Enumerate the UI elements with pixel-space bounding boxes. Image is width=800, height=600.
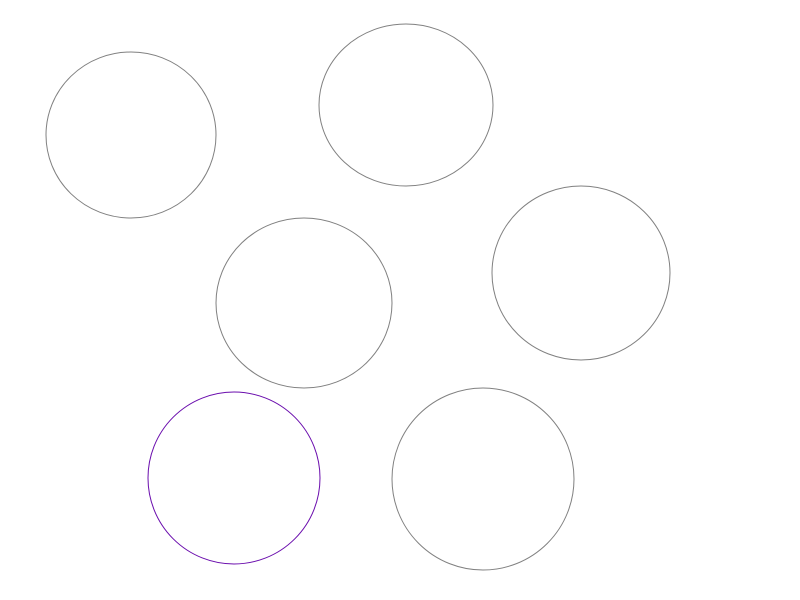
circle-shape-6[interactable] <box>391 387 575 571</box>
circle-shape-selected[interactable] <box>147 391 321 565</box>
circle-shape-1[interactable] <box>45 51 217 219</box>
circle-shape-3[interactable] <box>215 217 393 389</box>
circle-shape-4[interactable] <box>491 185 671 361</box>
circle-shape-2[interactable] <box>318 23 494 187</box>
